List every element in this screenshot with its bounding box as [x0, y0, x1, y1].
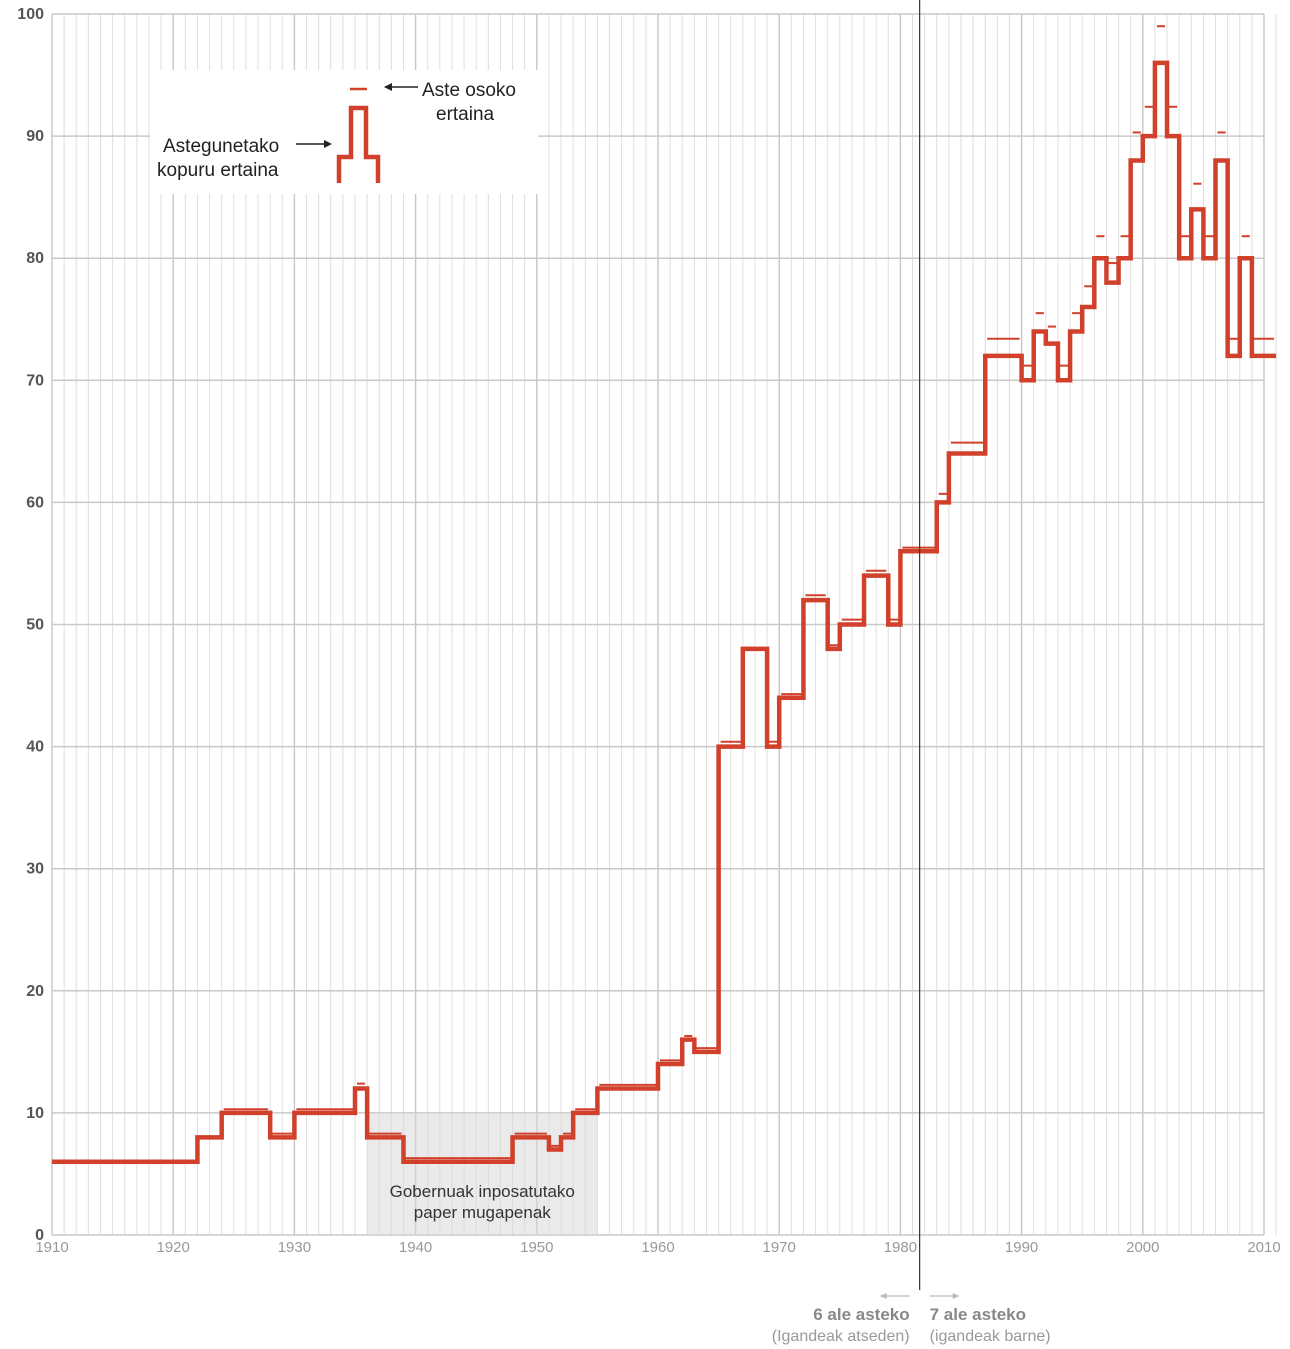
- y-tick-label: 100: [17, 6, 44, 23]
- x-tick-label: 1930: [278, 1239, 311, 1256]
- legend-step-swatch: [336, 105, 381, 183]
- restriction-label: paper mugapenak: [414, 1203, 552, 1222]
- y-tick-label: 0: [35, 1227, 44, 1244]
- legend: Aste osoko ertaina Astegunetako kopuru erta…: [150, 70, 538, 194]
- arrow-right-icon: [952, 1293, 960, 1299]
- x-tick-label: 1920: [157, 1239, 190, 1256]
- restriction-shade: Gobernuak inposatutako paper mugapenak: [367, 1112, 598, 1235]
- x-tick-label: 1950: [520, 1239, 553, 1256]
- y-tick-label: 50: [26, 617, 44, 634]
- era-right-label: 7 ale asteko: [930, 1305, 1026, 1324]
- x-tick-label: 1990: [1005, 1239, 1038, 1256]
- era-left-note: (Igandeak atseden): [772, 1328, 910, 1345]
- arrow-right-icon: [324, 140, 332, 148]
- axes: 0 10 20 30 40 50 60 70 80 90 100 1910 1920 1930 1940 19…: [17, 6, 1280, 1256]
- y-tick-label: 90: [26, 128, 44, 145]
- restriction-label: Gobernuak inposatutako: [390, 1182, 575, 1201]
- y-tick-label: 40: [26, 739, 44, 756]
- y-tick-label: 80: [26, 250, 44, 267]
- x-tick-label: 1960: [641, 1239, 674, 1256]
- series-weekday-step: [52, 60, 1277, 1164]
- annotations: 6 ale asteko (Igandeak atseden) 7 ale aste…: [772, 0, 1051, 1345]
- legend-step-label: kopuru ertaina: [157, 160, 279, 181]
- x-tick-label: 1940: [399, 1239, 432, 1256]
- legend-dash-label: Aste osoko: [422, 80, 516, 101]
- legend-dash-label: ertaina: [436, 104, 495, 125]
- legend-step-label: Astegunetako: [163, 136, 279, 157]
- x-tick-label: 2000: [1126, 1239, 1159, 1256]
- x-tick-label: 1970: [763, 1239, 796, 1256]
- era-left-label: 6 ale asteko: [813, 1305, 909, 1324]
- arrow-left-icon: [384, 83, 392, 91]
- x-tick-label: 1910: [35, 1239, 68, 1256]
- grid: [51, 13, 1277, 1236]
- legend-box: [150, 70, 538, 194]
- era-right-note: (igandeak barne): [930, 1328, 1051, 1345]
- series: [52, 25, 1277, 1164]
- y-tick-label: 10: [26, 1105, 44, 1122]
- y-tick-label: 70: [26, 372, 44, 389]
- y-tick-label: 30: [26, 861, 44, 878]
- arrow-left-icon: [879, 1293, 887, 1299]
- x-tick-label: 1980: [884, 1239, 917, 1256]
- restriction-region: [367, 1112, 598, 1235]
- y-tick-label: 20: [26, 983, 44, 1000]
- x-tick-label: 2010: [1247, 1239, 1280, 1256]
- y-tick-label: 60: [26, 494, 44, 511]
